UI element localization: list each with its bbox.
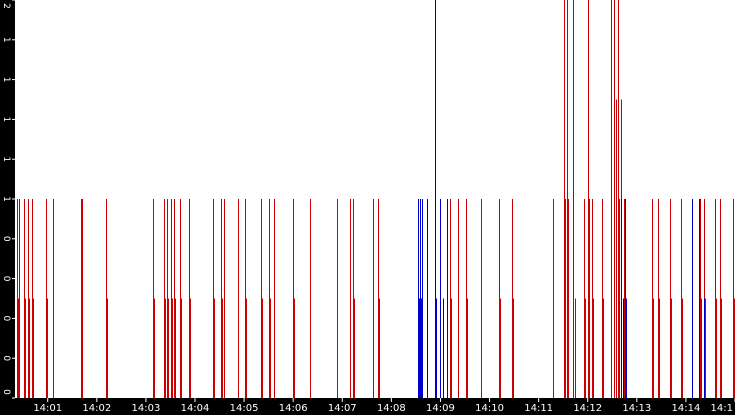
- y-tick-label-1: 0: [1, 355, 11, 361]
- y-tick-label-5: 1: [1, 196, 11, 202]
- x-tick-label-9: 14:10: [475, 403, 504, 414]
- x-tick-label-3: 14:04: [181, 403, 210, 414]
- x-tick-label-1: 14:02: [82, 403, 111, 414]
- x-tick-label-13: 14:14: [671, 403, 700, 414]
- x-tick-label-14: 14:1: [711, 403, 733, 414]
- x-tick-label-0: 14:01: [33, 403, 62, 414]
- y-tick-label-3: 0: [1, 276, 11, 282]
- x-tick-label-6: 14:07: [328, 403, 357, 414]
- y-tick-label-6: 1: [1, 156, 11, 162]
- x-tick-label-5: 14:06: [279, 403, 308, 414]
- y-tick-label-9: 1: [1, 37, 11, 43]
- y-tick-label-7: 1: [1, 117, 11, 123]
- y-tick-label-2: 0: [1, 316, 11, 322]
- x-tick-label-11: 14:12: [573, 403, 602, 414]
- x-tick-label-12: 14:13: [622, 403, 651, 414]
- y-tick-label-0: 0: [1, 389, 11, 395]
- y-tick-label-4: 0: [1, 236, 11, 242]
- x-tick-label-10: 14:11: [524, 403, 553, 414]
- x-tick-label-7: 14:08: [377, 403, 406, 414]
- x-tick-label-4: 14:05: [230, 403, 259, 414]
- y-tick-label-10: 2: [1, 3, 11, 9]
- y-tick-label-8: 1: [1, 77, 11, 83]
- x-tick-label-2: 14:03: [131, 403, 160, 414]
- x-tick-label-8: 14:09: [426, 403, 455, 414]
